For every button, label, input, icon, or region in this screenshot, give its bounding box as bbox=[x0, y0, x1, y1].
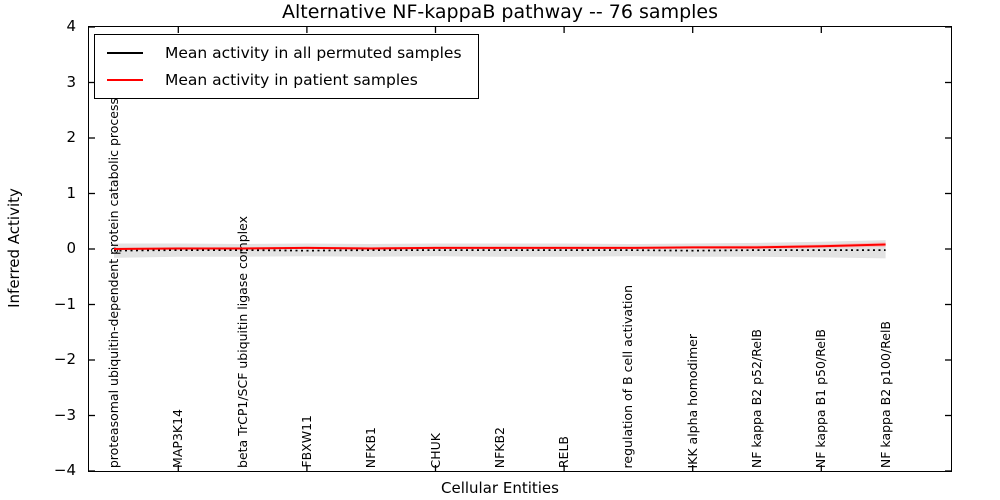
y-tick-label: −4 bbox=[53, 461, 76, 479]
y-tick-label: 4 bbox=[66, 17, 76, 35]
legend-item-patient: Mean activity in patient samples bbox=[107, 71, 462, 89]
legend-label: Mean activity in all permuted samples bbox=[165, 44, 462, 62]
patient-mean-line bbox=[113, 243, 886, 250]
y-tick-label: 3 bbox=[66, 72, 76, 91]
y-tick-label: −1 bbox=[53, 294, 76, 313]
line-layer bbox=[89, 27, 951, 471]
y-tick-label: −2 bbox=[53, 350, 76, 368]
chart-title: Alternative NF-kappaB pathway -- 76 samp… bbox=[281, 1, 719, 23]
patient-line-swatch bbox=[107, 79, 143, 81]
y-tick-label: 2 bbox=[66, 128, 76, 146]
legend-item-permuted: Mean activity in all permuted samples bbox=[107, 44, 462, 62]
y-tick-label: −3 bbox=[53, 405, 76, 424]
y-axis-tick-labels: 4 3 2 1 0 −1 −2 −3 −4 bbox=[0, 17, 82, 479]
plot-area: proteasomal ubiquitin-dependent protein … bbox=[88, 26, 952, 472]
permuted-mean-line bbox=[113, 249, 886, 252]
legend-label: Mean activity in patient samples bbox=[165, 71, 418, 89]
y-tick-label: 1 bbox=[66, 183, 76, 202]
legend: Mean activity in all permuted samples Me… bbox=[94, 34, 479, 99]
x-axis-label: Cellular Entities bbox=[441, 479, 559, 497]
permuted-line-swatch bbox=[107, 52, 143, 54]
y-tick-label: 0 bbox=[66, 239, 76, 257]
